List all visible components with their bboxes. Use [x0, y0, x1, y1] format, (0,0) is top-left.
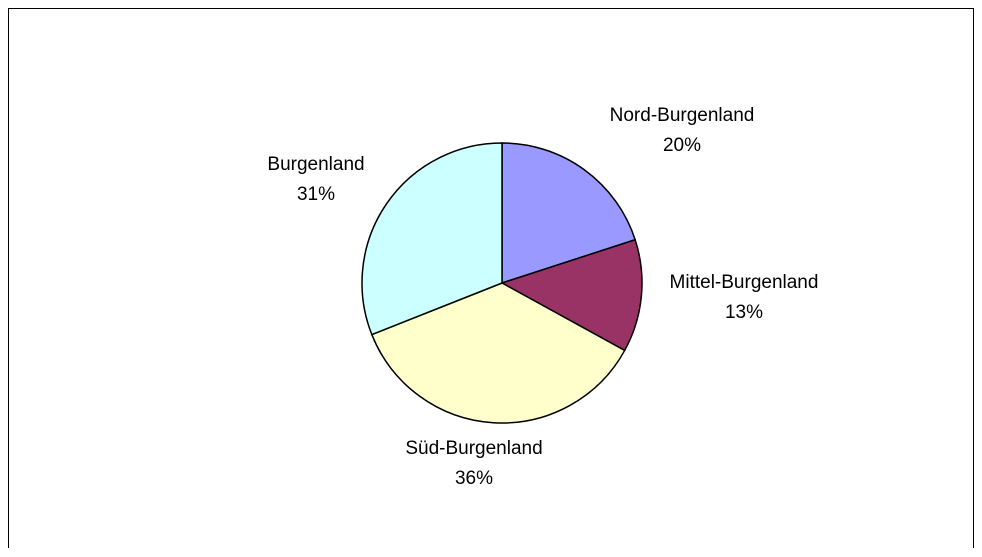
- pie-slice-nord-burgenland: [501, 142, 637, 285]
- slice-category-label: Süd-Burgenland: [405, 438, 542, 459]
- slice-percent-label: 31%: [297, 184, 335, 205]
- slice-percent-label: 20%: [663, 135, 701, 156]
- slice-category-label: Mittel-Burgenland: [670, 272, 819, 293]
- chart-area: Nord-Burgenland 20% Mittel-Burgenland 13% Sü…: [8, 8, 974, 548]
- slice-category-label: Nord-Burgenland: [610, 105, 755, 126]
- slice-percent-label: 36%: [455, 468, 493, 489]
- pie-slice-burgenland: [361, 142, 503, 336]
- pie-chart: Nord-Burgenland 20% Mittel-Burgenland 13% Sü…: [267, 105, 819, 489]
- slice-category-label: Burgenland: [267, 154, 364, 175]
- pie-slice-mittel-burgenland: [500, 238, 643, 352]
- pie-slice-s-d-burgenland: [370, 282, 626, 424]
- slice-percent-label: 13%: [725, 302, 763, 323]
